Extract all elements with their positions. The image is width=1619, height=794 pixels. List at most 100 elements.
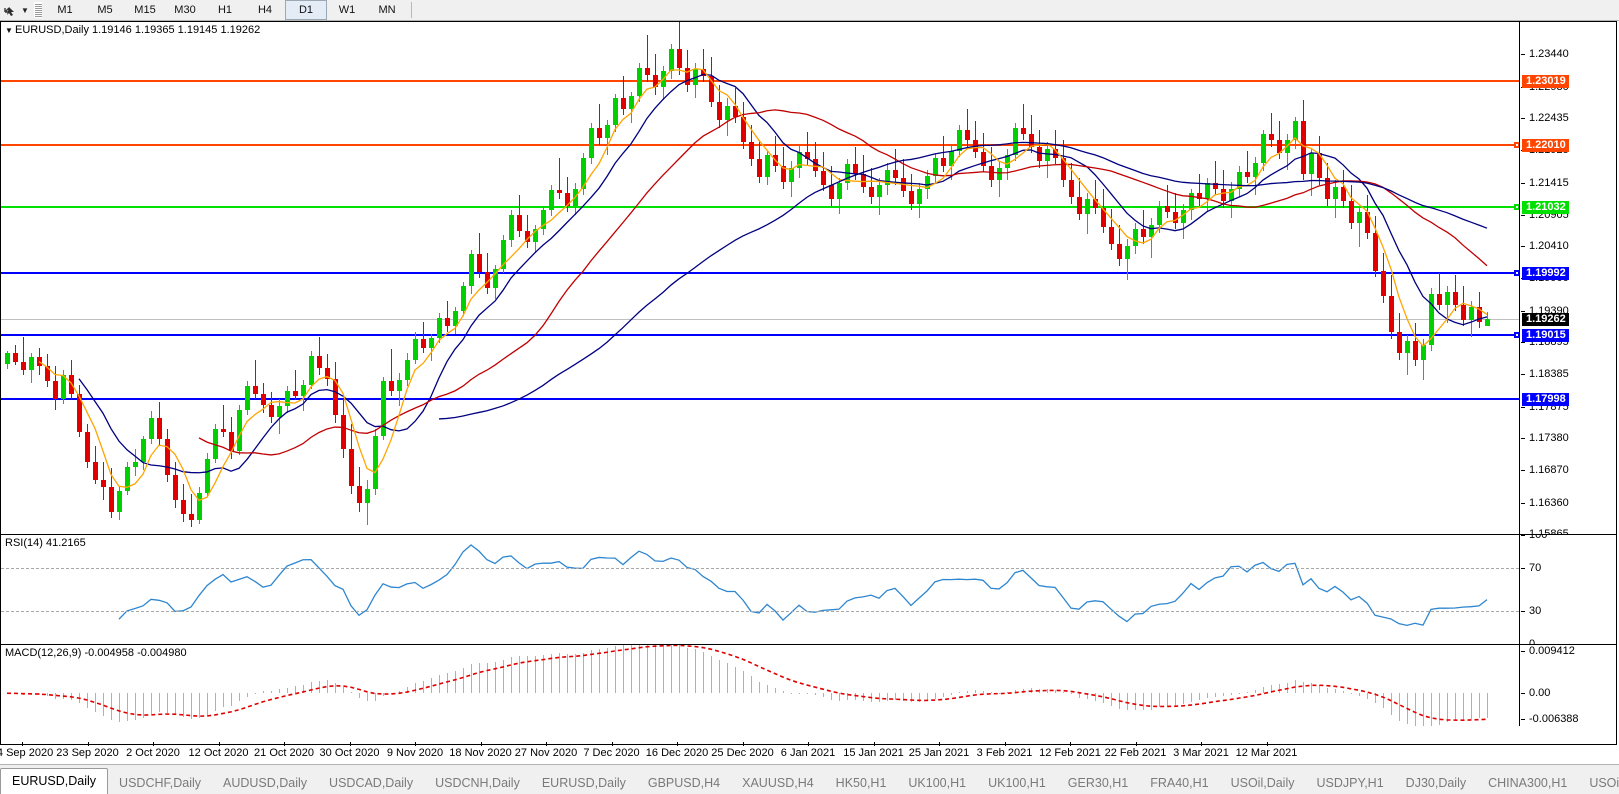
macd-histogram-bar: [847, 693, 848, 700]
macd-histogram-bar: [687, 647, 688, 694]
macd-plot-area[interactable]: [1, 645, 1519, 726]
candle-wick: [1215, 161, 1216, 195]
candlestick: [877, 22, 882, 534]
chart-tab-uk100-h1[interactable]: UK100,H1: [908, 776, 967, 790]
candle-body: [21, 362, 26, 370]
chart-tab-eurusd-daily[interactable]: EURUSD,Daily: [541, 776, 626, 790]
chart-tab-gbpusd-h4[interactable]: GBPUSD,H4: [647, 776, 721, 790]
candle-body: [93, 462, 98, 480]
cursor-crosshair-icon[interactable]: [0, 1, 18, 19]
candle-body: [61, 374, 66, 399]
rsi-pane[interactable]: RSI(14) 41.2165 100 70 30 0: [1, 534, 1616, 644]
candle-body: [677, 49, 682, 69]
chart-tab-audusd-daily[interactable]: AUDUSD,Daily: [223, 776, 308, 790]
date-label: 9 Nov 2020: [386, 747, 444, 759]
chart-tab-dj30-daily[interactable]: DJ30,Daily: [1405, 776, 1467, 790]
candlestick: [1269, 22, 1274, 534]
macd-histogram-bar: [1175, 693, 1176, 706]
candlestick: [245, 22, 250, 534]
macd-histogram-bar: [1311, 682, 1312, 694]
rsi-plot-area[interactable]: [1, 535, 1519, 644]
candle-wick: [23, 336, 24, 375]
timeframe-button-d1[interactable]: D1: [285, 0, 327, 20]
macd-histogram-bar: [1455, 693, 1456, 722]
macd-histogram-bar: [895, 693, 896, 701]
chart-tab-usdcad-daily[interactable]: USDCAD,Daily: [329, 776, 414, 790]
timeframe-button-mn[interactable]: MN: [378, 4, 396, 16]
chart-tab-usdcnh-daily[interactable]: USDCNH,Daily: [435, 776, 520, 790]
macd-histogram-bar: [143, 693, 144, 718]
timeframe-button-m5[interactable]: M5: [97, 4, 113, 16]
macd-histogram-bar: [511, 656, 512, 694]
chart-tab-eurusd-daily[interactable]: EURUSD,Daily: [0, 768, 109, 794]
level-drag-handle[interactable]: [1514, 141, 1519, 148]
candlestick: [1149, 22, 1154, 534]
candle-body: [901, 178, 906, 192]
macd-histogram-bar: [103, 693, 104, 716]
chart-tab-china300-h1[interactable]: CHINA300,H1: [1488, 776, 1568, 790]
macd-histogram-bar: [1207, 693, 1208, 699]
candle-body: [693, 69, 698, 86]
dropdown-caret-icon[interactable]: ▼: [21, 5, 29, 15]
chart-tab-fra40-h1[interactable]: FRA40,H1: [1150, 776, 1209, 790]
candle-body: [381, 381, 386, 436]
pane-collapse-icon[interactable]: ▼: [5, 26, 13, 35]
timeframe-button-w1[interactable]: W1: [338, 4, 356, 16]
macd-histogram-bar: [559, 653, 560, 694]
macd-histogram-bar: [199, 693, 200, 719]
candlestick: [421, 22, 426, 534]
candle-body: [429, 338, 434, 349]
candlestick: [701, 22, 706, 534]
chart-tab-usoil-daily[interactable]: USOil,Daily: [1230, 776, 1295, 790]
candlestick: [1013, 22, 1018, 534]
macd-histogram-bar: [759, 681, 760, 694]
candlestick: [989, 22, 994, 534]
price-tick: 1.22435: [1521, 112, 1616, 125]
macd-histogram-bar: [463, 668, 464, 694]
level-drag-handle[interactable]: [1514, 203, 1519, 210]
toolbar-grip[interactable]: [34, 2, 42, 18]
candle-body: [421, 338, 426, 349]
candlestick: [557, 22, 562, 534]
candlestick: [325, 22, 330, 534]
candle-body: [157, 417, 162, 440]
chart-tab-usdchf-daily[interactable]: USDCHF,Daily: [119, 776, 201, 790]
timeframe-button-m15[interactable]: M15: [134, 4, 156, 16]
candle-body: [853, 164, 858, 174]
macd-pane[interactable]: MACD(12,26,9) -0.004958 -0.004980 0.0094…: [1, 644, 1616, 726]
price-tick: 1.23440: [1521, 48, 1616, 61]
candlestick: [677, 22, 682, 534]
price-pane[interactable]: ▼ EURUSD,Daily 1.19146 1.19365 1.19145 1.…: [1, 22, 1616, 534]
macd-histogram-bar: [1015, 689, 1016, 694]
timeframe-button-m30[interactable]: M30: [174, 4, 196, 16]
level-drag-handle[interactable]: [1514, 269, 1519, 276]
timeframe-button-h4[interactable]: H4: [257, 4, 273, 16]
candlestick: [125, 22, 130, 534]
candle-body: [789, 167, 794, 183]
chart-tab-hk50-h1[interactable]: HK50,H1: [835, 776, 887, 790]
price-scale[interactable]: 1.234401.229301.224351.219251.214151.209…: [1519, 22, 1616, 534]
candlestick: [1477, 22, 1482, 534]
macd-histogram-bar: [1167, 693, 1168, 707]
macd-histogram-bar: [167, 693, 168, 713]
chart-tab-xauusd-h4[interactable]: XAUUSD,H4: [742, 776, 814, 790]
chart-tab-uk100-h1[interactable]: UK100,H1: [988, 776, 1046, 790]
candlestick: [1141, 22, 1146, 534]
candle-body: [1221, 188, 1226, 202]
chart-tab-usoil[interactable]: USOil,: [1589, 776, 1619, 790]
candle-body: [1277, 140, 1282, 154]
macd-histogram-bar: [639, 645, 640, 694]
candle-body: [1125, 245, 1130, 260]
macd-histogram-bar: [567, 654, 568, 694]
level-drag-handle[interactable]: [1514, 331, 1519, 338]
macd-histogram-bar: [535, 656, 536, 694]
candle-body: [773, 154, 778, 166]
chart-tab-ger30-h1[interactable]: GER30,H1: [1067, 776, 1129, 790]
rsi-tick: 70: [1521, 562, 1616, 575]
timeframe-button-h1[interactable]: H1: [217, 4, 233, 16]
candlestick: [301, 22, 306, 534]
timeframe-button-m1[interactable]: M1: [57, 4, 73, 16]
chart-tab-bar[interactable]: EURUSD,Daily USDCHF,Daily AUDUSD,Daily USDC…: [0, 764, 1619, 794]
chart-tab-usdjpy-h1[interactable]: USDJPY,H1: [1316, 776, 1384, 790]
price-plot-area[interactable]: [1, 22, 1519, 534]
